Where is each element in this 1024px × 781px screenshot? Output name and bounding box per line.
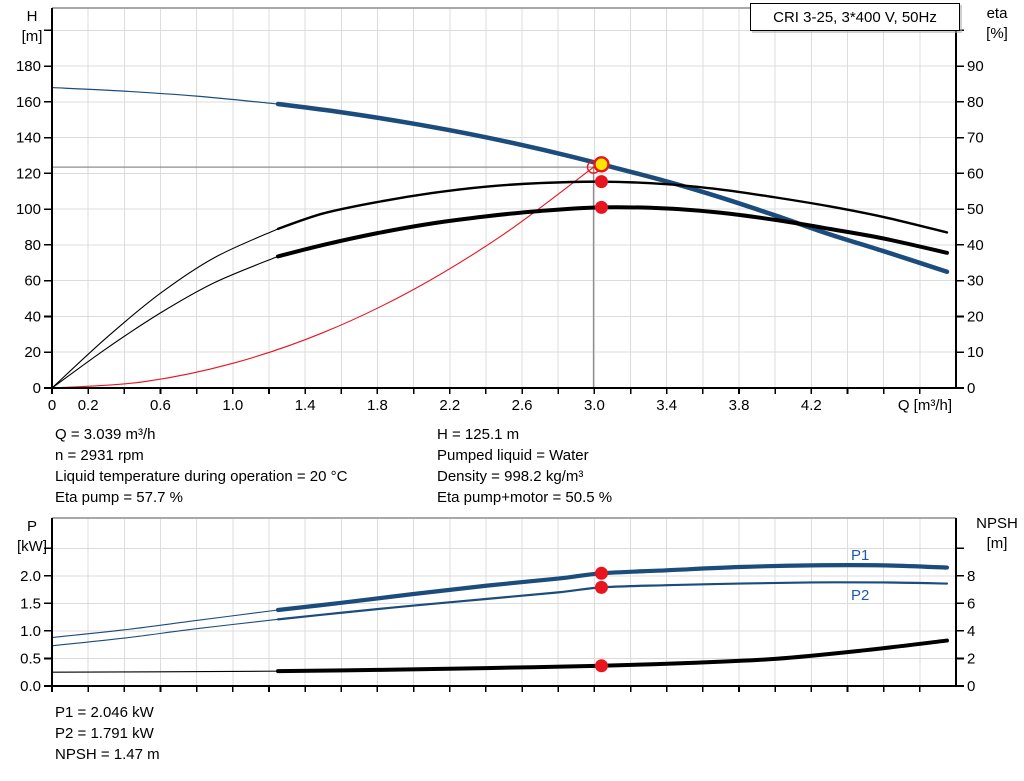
svg-text:40: 40 bbox=[967, 237, 984, 254]
right-axis-label: [%] bbox=[986, 25, 1008, 42]
left-axis-label: [m] bbox=[22, 28, 43, 45]
svg-text:0: 0 bbox=[967, 678, 975, 695]
operating-data-right: H = 125.1 m Pumped liquid = Water Densit… bbox=[437, 424, 612, 508]
svg-text:140: 140 bbox=[16, 130, 41, 147]
tick-labels: 0.0 0.5 1.0 1.5 2.0 0 2 4 6 8 P [kW] NPSH [m] bbox=[17, 515, 1018, 695]
svg-text:100: 100 bbox=[16, 201, 41, 218]
axes bbox=[50, 518, 958, 688]
svg-text:10: 10 bbox=[967, 344, 984, 361]
svg-text:0.6: 0.6 bbox=[150, 397, 171, 414]
svg-text:1.0: 1.0 bbox=[222, 397, 243, 414]
npsh-curve-thin bbox=[51, 670, 279, 673]
svg-text:2.6: 2.6 bbox=[512, 397, 533, 414]
svg-text:0.2: 0.2 bbox=[78, 397, 99, 414]
svg-text:90: 90 bbox=[967, 58, 984, 75]
svg-text:30: 30 bbox=[967, 273, 984, 290]
svg-text:1.5: 1.5 bbox=[20, 595, 41, 612]
operating-data-left: Q = 3.039 m³/h n = 2931 rpm Liquid tempe… bbox=[55, 424, 347, 508]
info-line-head: H = 125.1 m bbox=[437, 426, 520, 443]
chart-power-npsh[interactable]: 0.0 0.5 1.0 1.5 2.0 0 2 4 6 8 P [kW] NPSH [m] P1 P2 bbox=[17, 515, 1018, 695]
svg-text:1.8: 1.8 bbox=[367, 397, 388, 414]
svg-text:60: 60 bbox=[24, 273, 41, 290]
svg-text:3.0: 3.0 bbox=[584, 397, 605, 414]
svg-text:60: 60 bbox=[967, 165, 984, 182]
hq-curve-thin bbox=[51, 86, 279, 105]
curve-label-p1: P1 bbox=[851, 547, 869, 564]
svg-text:3.8: 3.8 bbox=[729, 397, 750, 414]
gridlines bbox=[52, 8, 956, 388]
p2-curve bbox=[276, 581, 949, 621]
x-axis-label: Q [m³/h] bbox=[898, 397, 952, 414]
power-data: P1 = 2.046 kW P2 = 1.791 kW NPSH = 1.47 … bbox=[55, 702, 160, 765]
info-line-liquid-temp: Liquid temperature during operation = 20… bbox=[55, 468, 348, 485]
eta-pump-motor-curve bbox=[276, 205, 949, 259]
left-axis-label: H bbox=[27, 8, 38, 25]
svg-text:4: 4 bbox=[967, 623, 975, 640]
info-line-eta-pump: Eta pump = 57.7 % bbox=[55, 489, 183, 506]
svg-text:0: 0 bbox=[48, 397, 56, 414]
svg-text:70: 70 bbox=[967, 130, 984, 147]
eta-pump-curve-thin bbox=[51, 228, 279, 389]
svg-text:0.0: 0.0 bbox=[20, 678, 41, 695]
right-axis-label: [m] bbox=[987, 535, 1008, 552]
svg-text:2: 2 bbox=[967, 650, 975, 667]
svg-text:180: 180 bbox=[16, 58, 41, 75]
svg-text:20: 20 bbox=[24, 344, 41, 361]
right-axis-label: NPSH bbox=[976, 515, 1018, 532]
svg-text:0.5: 0.5 bbox=[20, 650, 41, 667]
p2-curve-thin bbox=[51, 618, 279, 647]
svg-text:0: 0 bbox=[33, 380, 41, 397]
svg-text:2.0: 2.0 bbox=[20, 568, 41, 585]
svg-text:120: 120 bbox=[16, 165, 41, 182]
left-axis-label: [kW] bbox=[17, 538, 47, 555]
info-line-p2: P2 = 1.791 kW bbox=[55, 725, 154, 742]
info-line-density: Density = 998.2 kg/m³ bbox=[437, 468, 584, 485]
tick-marks bbox=[44, 29, 964, 394]
npsh-curve bbox=[276, 638, 949, 674]
svg-text:4.2: 4.2 bbox=[801, 397, 822, 414]
svg-text:50: 50 bbox=[967, 201, 984, 218]
info-line-p1: P1 = 2.046 kW bbox=[55, 704, 154, 721]
pump-title: CRI 3-25, 3*400 V, 50Hz bbox=[773, 8, 937, 26]
p1-point bbox=[594, 566, 608, 580]
pump-title-box: CRI 3-25, 3*400 V, 50Hz bbox=[750, 3, 960, 31]
info-line-npsh: NPSH = 1.47 m bbox=[55, 746, 160, 763]
hq-curve bbox=[275, 101, 950, 275]
tick-labels: 0 0.2 0.6 1.0 1.4 1.8 2.2 2.6 3.0 3.4 3.8 4.2 0 20 40 6… bbox=[16, 5, 1008, 414]
npsh-point bbox=[594, 659, 608, 673]
p2-point bbox=[594, 580, 608, 594]
eta-pump-motor-curve-thin bbox=[51, 255, 279, 389]
svg-text:20: 20 bbox=[967, 308, 984, 325]
chart-hq-eta[interactable]: 0 0.2 0.6 1.0 1.4 1.8 2.2 2.6 3.0 3.4 3.8 4.2 0 20 40 6… bbox=[16, 5, 1008, 414]
svg-text:8: 8 bbox=[967, 568, 975, 585]
svg-text:3.4: 3.4 bbox=[656, 397, 677, 414]
info-line-eta-total: Eta pump+motor = 50.5 % bbox=[437, 489, 613, 506]
svg-text:0: 0 bbox=[967, 380, 975, 397]
svg-text:80: 80 bbox=[967, 94, 984, 111]
info-line-pumped-liquid: Pumped liquid = Water bbox=[437, 447, 589, 464]
svg-text:160: 160 bbox=[16, 94, 41, 111]
info-line-speed: n = 2931 rpm bbox=[55, 447, 144, 464]
svg-text:80: 80 bbox=[24, 237, 41, 254]
svg-text:1.0: 1.0 bbox=[20, 623, 41, 640]
svg-text:40: 40 bbox=[24, 308, 41, 325]
info-line-q: Q = 3.039 m³/h bbox=[55, 426, 156, 443]
svg-text:1.4: 1.4 bbox=[295, 397, 316, 414]
svg-text:6: 6 bbox=[967, 595, 975, 612]
left-axis-label: P bbox=[27, 518, 37, 535]
p1-curve-thin bbox=[51, 609, 279, 639]
axes bbox=[50, 8, 958, 390]
duty-point[interactable] bbox=[593, 156, 610, 173]
system-curve bbox=[51, 166, 595, 389]
eta-total-point bbox=[594, 200, 608, 214]
tick-marks bbox=[44, 547, 964, 692]
svg-text:2.2: 2.2 bbox=[439, 397, 460, 414]
right-axis-label: eta bbox=[987, 5, 1009, 22]
eta-pump-point bbox=[594, 175, 608, 189]
gridlines bbox=[52, 518, 956, 686]
curve-label-p2: P2 bbox=[851, 587, 869, 604]
